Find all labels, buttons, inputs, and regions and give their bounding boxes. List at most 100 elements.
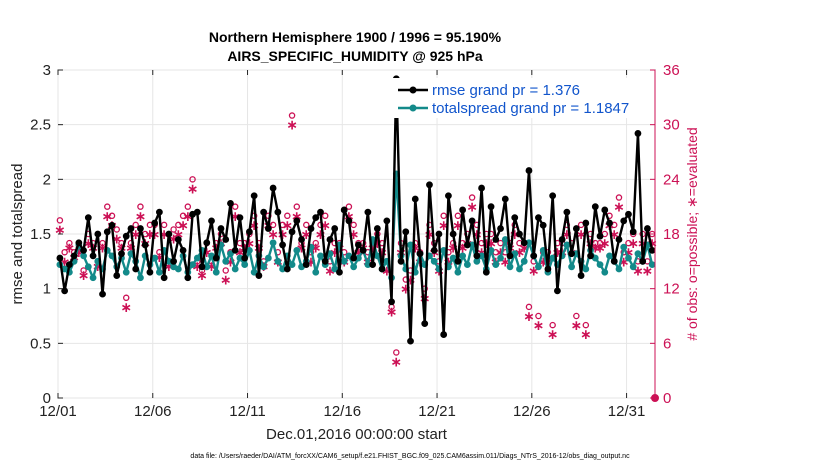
y2-tick-label: 30 xyxy=(663,117,680,134)
obs-evaluated-marker: ∗ xyxy=(168,232,180,248)
rmse-point xyxy=(94,230,102,238)
obs-evaluated-marker: ∗ xyxy=(234,245,246,261)
rmse-point xyxy=(231,247,239,254)
obs-evaluated-marker: ∗ xyxy=(367,241,379,257)
obs-evaluated-marker: ∗ xyxy=(594,241,606,257)
rmse-point xyxy=(345,217,353,225)
rmse-point xyxy=(449,230,457,238)
obs-evaluated-marker: ∗ xyxy=(466,200,478,216)
spread-point xyxy=(350,263,358,271)
rmse-point xyxy=(151,219,159,227)
obs-evaluated-marker: ∗ xyxy=(244,236,256,252)
obs-evaluated-marker: ∗ xyxy=(296,241,308,257)
rmse-point xyxy=(587,252,594,260)
rmse-point xyxy=(84,214,92,222)
rmse-point xyxy=(596,232,604,240)
obs-evaluated-marker: ∗ xyxy=(315,227,327,243)
spread-point xyxy=(629,263,637,271)
rmse-point xyxy=(445,192,452,200)
x-tick-label: 12/01 xyxy=(39,403,77,420)
obs-evaluated-marker: ∗ xyxy=(528,263,540,279)
rmse-point xyxy=(174,236,182,243)
rmse-point xyxy=(208,217,215,225)
spread-point xyxy=(174,265,182,273)
obs-possible-marker xyxy=(179,212,187,220)
obs-evaluated-marker: ∗ xyxy=(187,181,199,197)
rmse-point xyxy=(326,236,334,243)
rmse-point xyxy=(397,257,405,265)
x-tick-label: 12/06 xyxy=(134,403,172,420)
rmse-point xyxy=(260,208,268,216)
rmse-point xyxy=(354,241,362,249)
spread-point xyxy=(535,263,542,271)
obs-evaluated-marker: ∗ xyxy=(632,263,644,279)
obs-possible-marker xyxy=(293,203,301,210)
obs-possible-marker xyxy=(66,239,73,247)
rmse-point xyxy=(539,221,547,229)
obs-evaluated-marker: ∗ xyxy=(642,263,654,279)
rmse-point xyxy=(241,254,249,262)
rmse-point xyxy=(127,225,135,232)
rmse-point xyxy=(601,206,609,214)
x-tick-label: 12/16 xyxy=(324,403,362,420)
rmse-point xyxy=(336,268,343,276)
obs-evaluated-marker: ∗ xyxy=(196,268,208,284)
obs-possible-marker xyxy=(573,312,580,320)
obs-evaluated-marker: ∗ xyxy=(480,236,492,252)
rmse-point xyxy=(421,320,429,328)
rmse-point xyxy=(625,210,632,218)
rmse-point xyxy=(535,214,542,222)
obs-possible-marker xyxy=(175,221,182,229)
obs-evaluated-marker: ∗ xyxy=(253,241,265,257)
obs-evaluated-marker: ∗ xyxy=(376,245,388,261)
spread-point xyxy=(293,247,301,254)
rmse-point xyxy=(179,247,187,254)
obs-evaluated-marker: ∗ xyxy=(201,245,213,261)
spread-point xyxy=(606,252,613,260)
rmse-point xyxy=(468,217,476,225)
rmse-point xyxy=(558,236,566,243)
spread-point xyxy=(516,265,523,273)
spread-point xyxy=(89,274,97,282)
y2-tick-label: 18 xyxy=(663,226,680,243)
spread-point xyxy=(563,241,571,249)
rmse-point xyxy=(122,232,130,240)
obs-possible-marker xyxy=(625,239,632,247)
obs-possible-marker xyxy=(596,239,604,247)
obs-evaluated-marker: ∗ xyxy=(329,245,341,261)
obs-evaluated-marker: ∗ xyxy=(291,209,303,225)
rmse-point xyxy=(56,254,64,262)
rmse-point xyxy=(274,208,282,216)
obs-possible-marker xyxy=(222,267,229,274)
spread-point xyxy=(274,257,282,265)
rmse-point xyxy=(246,228,253,236)
rmse-point xyxy=(378,265,386,273)
spread-point xyxy=(84,263,92,271)
y2-tick-label: 36 xyxy=(663,62,680,79)
spread-point xyxy=(459,252,467,260)
rmse-point xyxy=(279,241,286,249)
obs-evaluated-marker: ∗ xyxy=(547,327,559,343)
rmse-point xyxy=(288,228,296,236)
rmse-point xyxy=(591,203,599,211)
obs-evaluated-marker: ∗ xyxy=(452,218,464,234)
obs-possible-marker xyxy=(350,221,357,229)
obs-evaluated-marker: ∗ xyxy=(561,227,573,243)
rmse-point xyxy=(492,236,500,243)
spread-point xyxy=(449,254,457,262)
obs-evaluated-marker: ∗ xyxy=(319,218,331,234)
obs-evaluated-marker: ∗ xyxy=(613,200,625,216)
spread-point xyxy=(331,265,339,273)
obs-evaluated-marker: ∗ xyxy=(305,254,317,270)
obs-evaluated-marker: ∗ xyxy=(514,245,526,261)
obs-possible-marker xyxy=(525,303,533,311)
spread-point xyxy=(227,250,234,258)
rmse-point xyxy=(454,257,462,265)
obs-evaluated-marker: ∗ xyxy=(277,227,289,243)
obs-possible-marker xyxy=(231,203,239,210)
rmse-point xyxy=(222,236,230,243)
obs-evaluated-marker: ∗ xyxy=(286,118,298,134)
rmse-point xyxy=(511,214,519,222)
rmse-point xyxy=(501,195,509,203)
